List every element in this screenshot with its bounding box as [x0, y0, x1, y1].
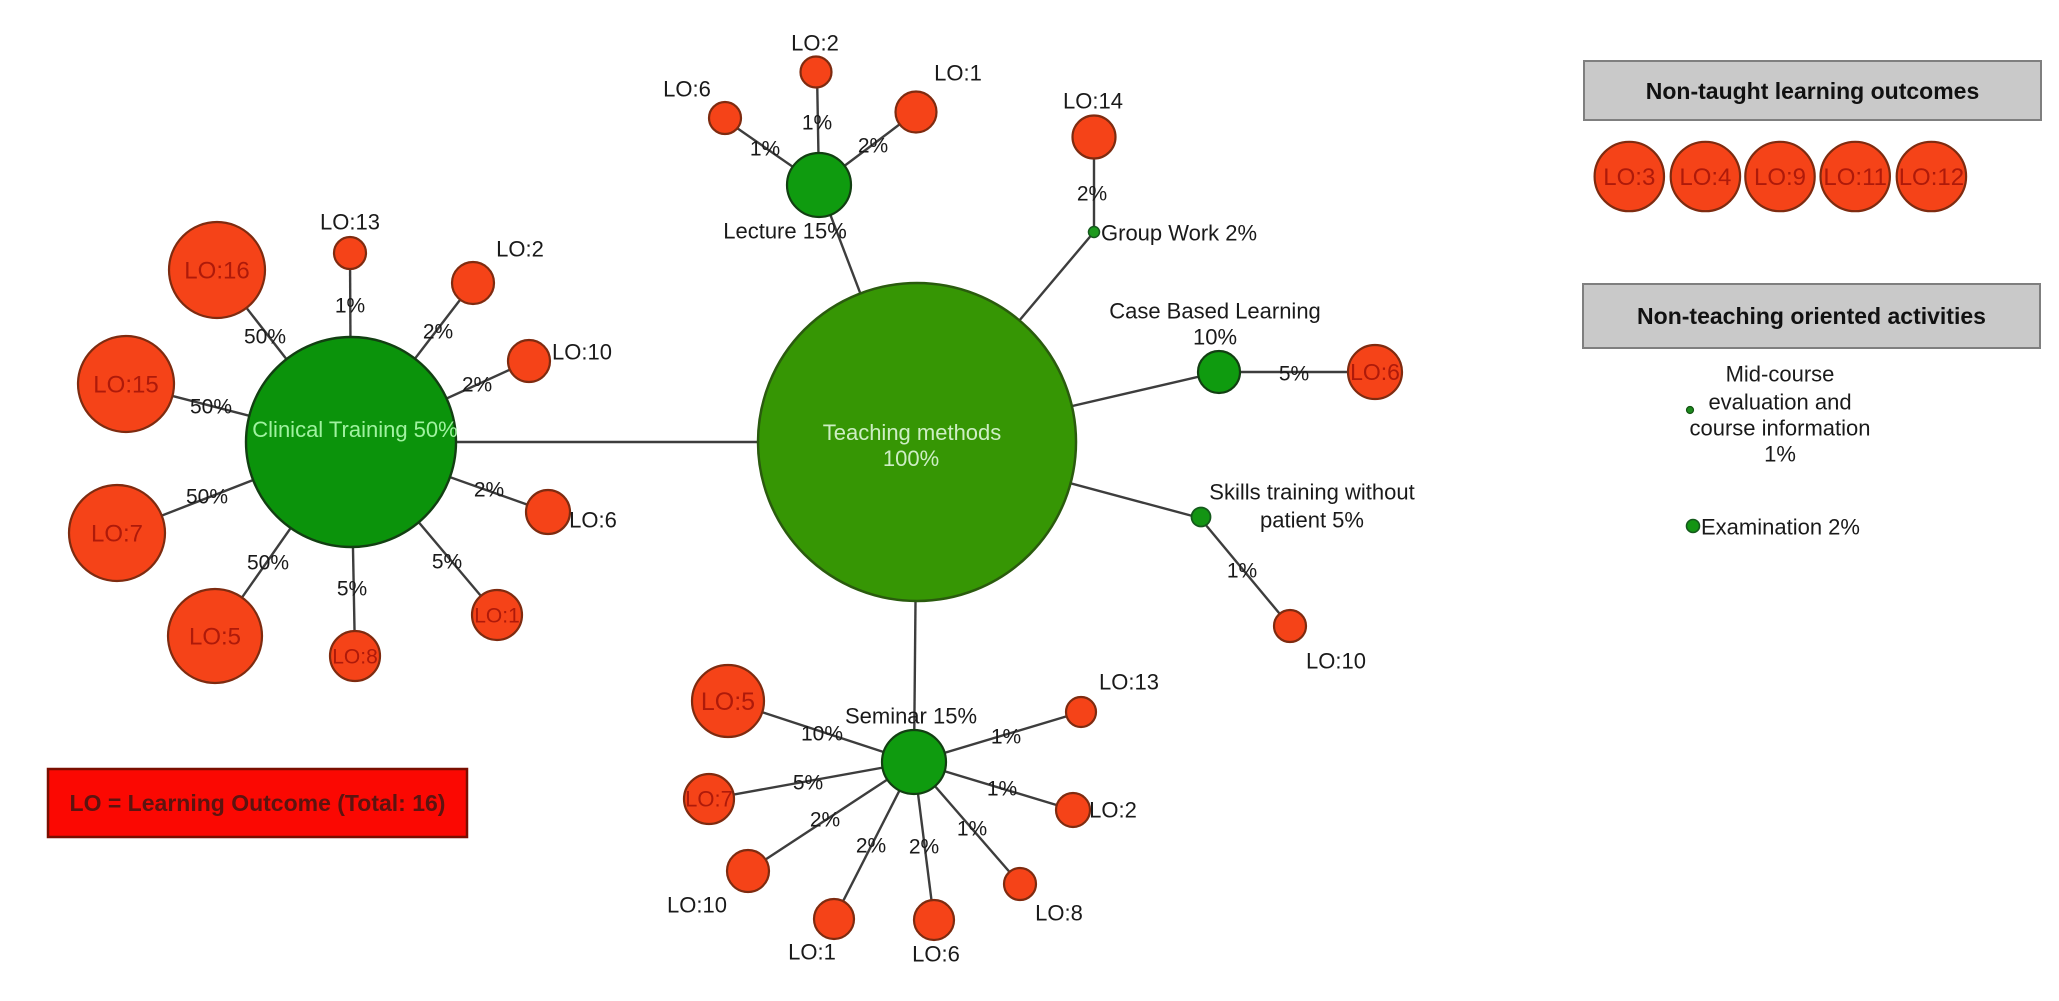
svg-text:LO:6: LO:6	[1350, 359, 1400, 385]
svg-text:2%: 2%	[810, 808, 840, 831]
svg-text:1%: 1%	[957, 817, 987, 840]
svg-text:Lecture 15%: Lecture 15%	[723, 219, 847, 244]
svg-text:LO:13: LO:13	[320, 210, 380, 235]
svg-text:Clinical Training 50%: Clinical Training 50%	[252, 417, 457, 442]
svg-text:100%: 100%	[883, 446, 939, 471]
svg-text:5%: 5%	[1279, 362, 1309, 385]
svg-text:LO:5: LO:5	[701, 688, 755, 716]
svg-text:50%: 50%	[190, 395, 232, 418]
svg-text:LO:1: LO:1	[474, 604, 520, 627]
svg-text:LO = Learning Outcome (Total:: LO = Learning Outcome (Total: 16)	[70, 790, 446, 816]
svg-text:LO:8: LO:8	[1035, 901, 1083, 926]
svg-text:10%: 10%	[801, 722, 843, 745]
svg-text:LO:13: LO:13	[1099, 670, 1159, 695]
svg-text:Group Work 2%: Group Work 2%	[1101, 221, 1257, 246]
svg-text:course information: course information	[1690, 416, 1871, 441]
svg-text:LO:6: LO:6	[912, 942, 960, 967]
svg-text:5%: 5%	[337, 577, 367, 600]
svg-text:LO:5: LO:5	[189, 623, 241, 650]
svg-text:LO:9: LO:9	[1754, 164, 1806, 191]
svg-text:LO:3: LO:3	[1603, 164, 1655, 191]
svg-text:1%: 1%	[991, 725, 1021, 748]
svg-text:5%: 5%	[793, 771, 823, 794]
svg-text:LO:1: LO:1	[934, 61, 982, 86]
svg-text:2%: 2%	[1077, 182, 1107, 205]
svg-text:Case Based Learning: Case Based Learning	[1109, 299, 1321, 324]
svg-text:LO:11: LO:11	[1823, 164, 1887, 191]
svg-text:LO:7: LO:7	[91, 520, 143, 547]
svg-text:LO:2: LO:2	[1089, 798, 1137, 823]
svg-text:50%: 50%	[186, 485, 228, 508]
svg-text:LO:6: LO:6	[663, 77, 711, 102]
svg-text:1%: 1%	[1227, 559, 1257, 582]
svg-text:LO:8: LO:8	[332, 645, 378, 668]
svg-text:LO:15: LO:15	[93, 371, 158, 398]
svg-text:Examination 2%: Examination 2%	[1701, 515, 1860, 540]
svg-text:LO:2: LO:2	[496, 237, 544, 262]
svg-text:1%: 1%	[987, 777, 1017, 800]
svg-text:LO:2: LO:2	[791, 31, 839, 56]
svg-text:5%: 5%	[432, 550, 462, 573]
svg-text:LO:10: LO:10	[1306, 649, 1366, 674]
svg-text:LO:14: LO:14	[1063, 89, 1123, 114]
svg-text:1%: 1%	[750, 137, 780, 160]
svg-text:LO:16: LO:16	[184, 257, 249, 284]
svg-text:patient 5%: patient 5%	[1260, 508, 1364, 533]
svg-text:Teaching methods: Teaching methods	[823, 420, 1002, 445]
svg-text:1%: 1%	[1764, 442, 1796, 467]
svg-text:LO:4: LO:4	[1679, 164, 1731, 191]
svg-text:2%: 2%	[423, 320, 453, 343]
svg-text:1%: 1%	[802, 111, 832, 134]
svg-text:Non-taught learning outcomes: Non-taught learning outcomes	[1646, 78, 1980, 104]
svg-text:10%: 10%	[1193, 325, 1237, 350]
svg-text:1%: 1%	[335, 294, 365, 317]
svg-text:2%: 2%	[856, 834, 886, 857]
svg-text:LO:10: LO:10	[552, 340, 612, 365]
svg-text:LO:7: LO:7	[685, 787, 733, 812]
svg-text:Seminar 15%: Seminar 15%	[845, 704, 977, 729]
svg-text:LO:6: LO:6	[569, 508, 617, 533]
svg-text:LO:12: LO:12	[1899, 164, 1964, 191]
svg-text:LO:10: LO:10	[667, 893, 727, 918]
svg-text:2%: 2%	[462, 373, 492, 396]
svg-text:2%: 2%	[858, 134, 888, 157]
svg-text:2%: 2%	[909, 835, 939, 858]
svg-text:2%: 2%	[474, 478, 504, 501]
svg-text:evaluation and: evaluation and	[1708, 390, 1851, 415]
svg-text:50%: 50%	[244, 325, 286, 348]
svg-text:Mid-course: Mid-course	[1726, 362, 1835, 387]
svg-text:LO:1: LO:1	[788, 940, 836, 965]
svg-text:50%: 50%	[247, 551, 289, 574]
svg-text:Non-teaching oriented activiti: Non-teaching oriented activities	[1637, 303, 1986, 329]
svg-text:Skills training without: Skills training without	[1209, 480, 1414, 505]
